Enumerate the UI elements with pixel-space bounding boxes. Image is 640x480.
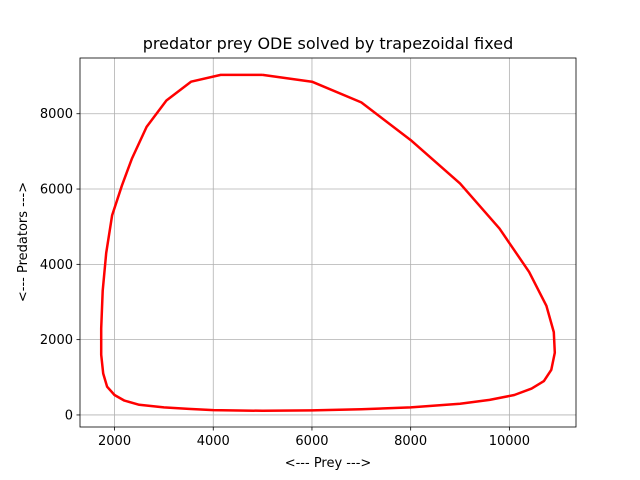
y-tick-label: 6000 bbox=[40, 183, 73, 198]
series-line bbox=[99, 73, 557, 413]
series-layer bbox=[99, 73, 557, 413]
chart-title: predator prey ODE solved by trapezoidal … bbox=[143, 34, 513, 53]
y-tick-label: 8000 bbox=[40, 107, 73, 122]
y-tick-label: 2000 bbox=[40, 333, 73, 348]
x-tick-label: 2000 bbox=[98, 434, 131, 449]
x-tick-label: 8000 bbox=[394, 434, 427, 449]
x-tick-label: 10000 bbox=[489, 434, 530, 449]
plot-frame bbox=[79, 57, 577, 428]
y-tick-label: 0 bbox=[65, 408, 73, 423]
y-axis-label: <--- Predators ---> bbox=[16, 182, 31, 302]
axis-ticks: 2000 4000 6000 8000 10000 0 2000 4000 6000 8000 bbox=[40, 107, 530, 449]
x-axis-label: <--- Prey ---> bbox=[285, 456, 372, 471]
x-tick-label: 6000 bbox=[295, 434, 328, 449]
y-tick-label: 4000 bbox=[40, 258, 73, 273]
x-tick-label: 4000 bbox=[197, 434, 230, 449]
